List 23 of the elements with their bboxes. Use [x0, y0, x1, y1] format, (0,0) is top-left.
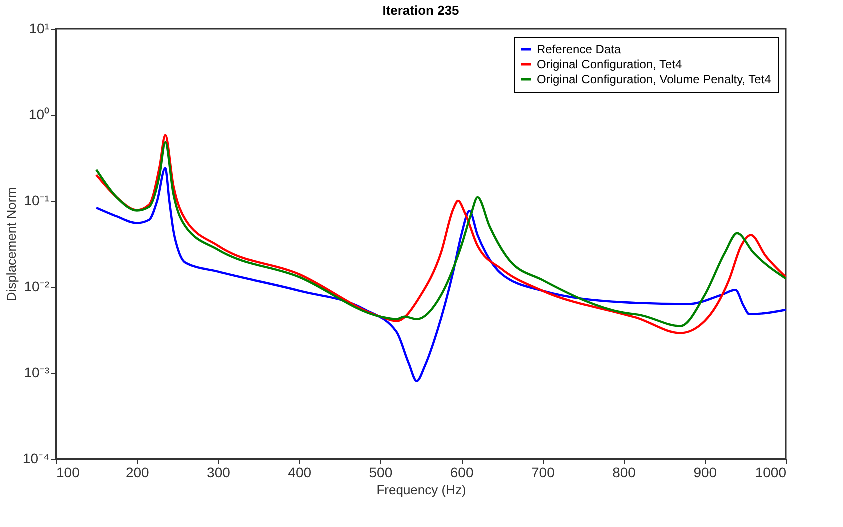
y-tick-label: 10¹ — [29, 20, 50, 36]
line-series — [95, 167, 788, 382]
y-tick-label: 10⁻⁴ — [22, 450, 50, 466]
chart-title: Iteration 235 — [382, 3, 460, 18]
y-tick-label: 10⁻² — [24, 278, 50, 294]
x-tick-label: 1000 — [755, 464, 787, 480]
legend-label: Original Configuration, Volume Penalty, Tet4 — [537, 72, 772, 86]
x-tick-label: 200 — [126, 464, 150, 480]
x-tick-label: 600 — [450, 464, 474, 480]
y-tick-label: 10⁻¹ — [24, 192, 50, 208]
x-tick-label: 800 — [612, 464, 636, 480]
x-tick-label: 500 — [369, 464, 393, 480]
legend-label: Original Configuration, Tet4 — [537, 58, 683, 72]
x-tick-label: 900 — [694, 464, 718, 480]
y-tick-label: 10⁰ — [28, 106, 50, 122]
y-axis-title: Displacement Norm — [4, 187, 19, 302]
x-tick-label: 400 — [288, 464, 312, 480]
x-tick-label: 100 — [56, 464, 80, 480]
legend-label: Reference Data — [537, 42, 622, 56]
x-tick-label: 300 — [207, 464, 231, 480]
y-tick-label: 10⁻³ — [24, 364, 50, 380]
x-tick-label: 700 — [531, 464, 556, 480]
x-axis-title: Frequency (Hz) — [376, 482, 466, 498]
